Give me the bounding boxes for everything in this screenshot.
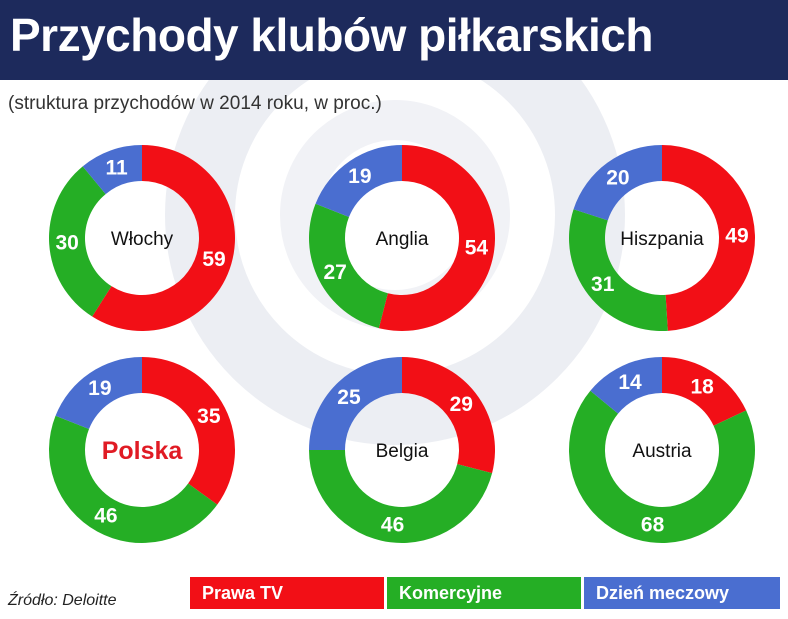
page-title: Przychody klubów piłkarskich — [10, 9, 653, 61]
value-label-polska-komercyjne: 46 — [94, 505, 117, 528]
slice-wlochy-komercyjne — [48, 166, 112, 317]
value-label-austria-komercyjne: 68 — [641, 513, 665, 536]
legend-label-dzien-meczowy: Dzień meczowy — [596, 583, 730, 603]
value-label-wlochy-prawa-tv: 59 — [202, 248, 225, 271]
slice-austria-dzien-meczowy — [590, 357, 662, 414]
country-label-wlochy: Włochy — [111, 229, 174, 250]
slice-wlochy-dzien-meczowy — [82, 145, 142, 195]
slice-hiszpania-prawa-tv — [662, 145, 756, 331]
value-label-austria-dzien-meczowy: 14 — [618, 371, 642, 394]
slice-wlochy-prawa-tv — [92, 145, 235, 331]
value-label-polska-dzien-meczowy: 19 — [88, 377, 111, 400]
slice-anglia-prawa-tv — [378, 145, 495, 331]
country-label-polska: Polska — [102, 437, 184, 465]
header-bar: Przychody klubów piłkarskich — [0, 0, 788, 80]
slice-belgia-komercyjne — [309, 450, 493, 544]
slice-anglia-komercyjne — [309, 203, 388, 329]
slice-anglia-dzien-meczowy — [315, 145, 402, 218]
legend-item-dzien-meczowy: Dzień meczowy — [584, 577, 780, 609]
slice-polska-komercyjne — [48, 415, 218, 544]
value-label-hiszpania-komercyjne: 31 — [591, 273, 615, 296]
slice-polska-dzien-meczowy — [55, 357, 142, 430]
slice-hiszpania-dzien-meczowy — [573, 145, 662, 221]
value-label-anglia-prawa-tv: 54 — [465, 236, 489, 259]
slice-austria-prawa-tv — [662, 357, 747, 426]
donut-wlochy: 59 30 11 Włochy — [48, 145, 235, 331]
legend-item-komercyjne: Komercyjne — [387, 577, 581, 609]
country-label-belgia: Belgia — [376, 441, 429, 462]
slice-hiszpania-komercyjne — [569, 209, 668, 332]
legend-item-prawa-tv: Prawa TV — [190, 577, 384, 609]
slice-belgia-dzien-meczowy — [309, 357, 402, 450]
legend-label-prawa-tv: Prawa TV — [202, 583, 284, 603]
donut-hiszpania: 49 31 20 Hiszpania — [569, 145, 756, 332]
country-label-austria: Austria — [632, 441, 692, 462]
country-label-anglia: Anglia — [376, 229, 429, 250]
slice-polska-prawa-tv — [142, 356, 236, 505]
value-label-polska-prawa-tv: 35 — [197, 405, 221, 428]
chart-subtitle: (struktura przychodów w 2014 roku, w pro… — [8, 93, 382, 114]
donut-polska: 35 46 19 Polska — [48, 356, 236, 544]
legend-label-komercyjne: Komercyjne — [399, 583, 503, 603]
value-label-belgia-komercyjne: 46 — [381, 513, 404, 536]
value-label-belgia-dzien-meczowy: 25 — [337, 386, 361, 409]
slice-austria-komercyjne — [569, 390, 755, 543]
value-label-anglia-komercyjne: 27 — [323, 261, 346, 284]
value-label-hiszpania-prawa-tv: 49 — [725, 225, 748, 248]
value-label-wlochy-dzien-meczowy: 11 — [105, 156, 128, 179]
value-label-wlochy-komercyjne: 30 — [55, 232, 78, 255]
source-note: Źródło: Deloitte — [8, 592, 117, 609]
donut-austria: 18 68 14 Austria — [569, 357, 755, 543]
value-label-anglia-dzien-meczowy: 19 — [348, 165, 371, 188]
value-label-austria-prawa-tv: 18 — [691, 376, 715, 399]
donut-belgia: 29 46 25 Belgia — [309, 357, 496, 544]
country-label-hiszpania: Hiszpania — [620, 229, 704, 250]
value-label-hiszpania-dzien-meczowy: 20 — [606, 166, 629, 189]
donut-anglia: 54 27 19 Anglia — [309, 145, 495, 331]
value-label-belgia-prawa-tv: 29 — [450, 393, 473, 416]
slice-belgia-prawa-tv — [402, 357, 496, 474]
